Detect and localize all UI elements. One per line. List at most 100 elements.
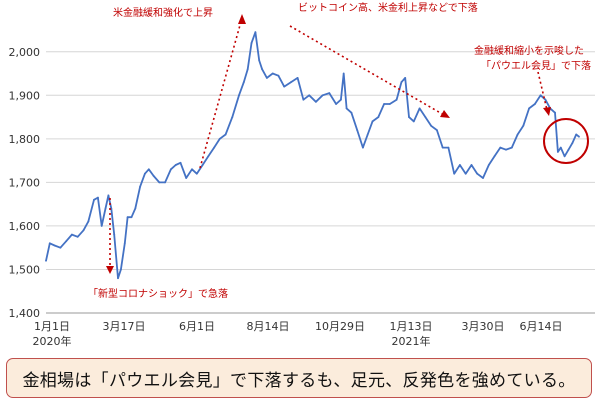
x-tick-label: 3月30日 xyxy=(462,320,505,333)
price-point xyxy=(110,207,113,210)
price-point xyxy=(266,77,268,79)
price-point xyxy=(499,146,502,149)
price-point xyxy=(470,164,473,166)
price-point xyxy=(82,229,85,232)
price-point xyxy=(493,155,496,158)
price-point xyxy=(271,72,274,75)
x-tick-label: 8月14日 xyxy=(247,320,290,333)
arrow-fall xyxy=(289,25,445,116)
price-point xyxy=(231,116,234,118)
price-point xyxy=(170,168,172,171)
x-tick-year-label: 2021年 xyxy=(392,334,431,348)
summary-caption: 金相場は「パウエル会見」で下落するも、足元、反発色を強めている。 xyxy=(6,358,592,398)
price-point xyxy=(224,133,227,136)
price-point xyxy=(201,164,204,166)
price-point xyxy=(139,185,142,188)
price-point xyxy=(258,59,261,62)
price-point xyxy=(464,172,467,175)
arrow-powell-head xyxy=(543,107,551,116)
price-point xyxy=(113,233,116,236)
y-tick-label: 1,500 xyxy=(9,263,41,276)
price-point xyxy=(522,124,525,127)
price-point xyxy=(130,216,133,219)
price-point xyxy=(534,103,536,105)
price-point xyxy=(441,146,444,149)
price-point xyxy=(250,42,253,44)
price-point xyxy=(482,177,484,179)
price-point xyxy=(578,135,580,138)
x-tick-label: 1月13日 xyxy=(390,320,433,333)
price-point xyxy=(345,107,348,110)
arrow-covid-head xyxy=(106,266,114,274)
price-point xyxy=(371,120,374,123)
price-point xyxy=(277,74,280,77)
price-point xyxy=(544,98,547,101)
price-point xyxy=(350,111,353,114)
price-point xyxy=(71,233,73,236)
annotation-powell-1: 金融緩和縮小を示唆した xyxy=(474,44,584,57)
price-point xyxy=(321,94,324,97)
price-point xyxy=(436,129,438,132)
price-point xyxy=(213,146,216,149)
price-point xyxy=(174,164,177,166)
price-point xyxy=(424,116,427,118)
annotation-rise: 米金融緩和強化で上昇 xyxy=(113,6,213,19)
highlight-circle xyxy=(543,118,589,164)
gold-price-chart: 1,400 1,500 1,600 1,700 1,800 1,900 2,000 1月1日… xyxy=(9,1,595,348)
price-point xyxy=(97,196,99,199)
price-point xyxy=(283,85,286,88)
price-point xyxy=(185,177,188,179)
x-tick-label: 3月17日 xyxy=(103,320,146,333)
price-point xyxy=(340,98,342,101)
price-point xyxy=(191,168,193,171)
price-point xyxy=(87,220,90,223)
y-tick-label: 1,600 xyxy=(9,220,41,233)
x-tick-label: 6月14日 xyxy=(520,320,563,333)
price-point xyxy=(147,168,150,171)
price-point xyxy=(516,133,519,136)
price-point xyxy=(388,103,391,105)
price-point xyxy=(238,94,240,97)
price-point xyxy=(559,146,562,149)
arrow-rise xyxy=(199,17,243,169)
gridlines xyxy=(46,51,595,270)
price-point xyxy=(571,142,574,145)
price-points xyxy=(45,31,580,280)
price-point xyxy=(120,268,122,271)
y-axis-tick-labels: 1,400 1,500 1,600 1,700 1,800 1,900 2,000 xyxy=(9,46,41,320)
price-point xyxy=(395,98,398,101)
x-tick-label: 6月1日 xyxy=(179,320,215,333)
price-point xyxy=(342,72,345,75)
price-point xyxy=(400,81,403,84)
price-point xyxy=(505,148,507,151)
y-tick-label: 1,800 xyxy=(9,133,41,146)
price-point xyxy=(117,277,119,280)
y-tick-label: 1,700 xyxy=(9,176,41,189)
arrow-powell xyxy=(537,71,548,111)
price-point xyxy=(356,129,359,132)
x-tick-label: 1月1日 xyxy=(34,320,70,333)
price-point xyxy=(366,133,369,136)
price-point xyxy=(93,198,95,201)
annotation-fall: ビットコイン高、米金利上昇などで下落 xyxy=(298,1,478,14)
price-point xyxy=(179,161,182,164)
price-point xyxy=(554,111,556,114)
y-tick-label: 1,400 xyxy=(9,307,41,320)
price-point xyxy=(539,94,542,97)
price-point xyxy=(557,151,559,153)
price-point xyxy=(134,207,137,210)
x-tick-label: 10月29日 xyxy=(315,320,365,333)
price-point xyxy=(404,77,407,79)
price-point xyxy=(195,172,198,175)
annotation-powell-2: 「パウエル会見」で下落 xyxy=(481,59,591,72)
price-point xyxy=(144,172,146,175)
price-point xyxy=(408,116,410,118)
price-point xyxy=(218,137,221,140)
price-point xyxy=(430,124,432,127)
price-point xyxy=(100,225,103,227)
price-point xyxy=(362,146,364,149)
price-point xyxy=(123,242,126,245)
price-point xyxy=(164,181,167,184)
price-point xyxy=(335,103,337,105)
